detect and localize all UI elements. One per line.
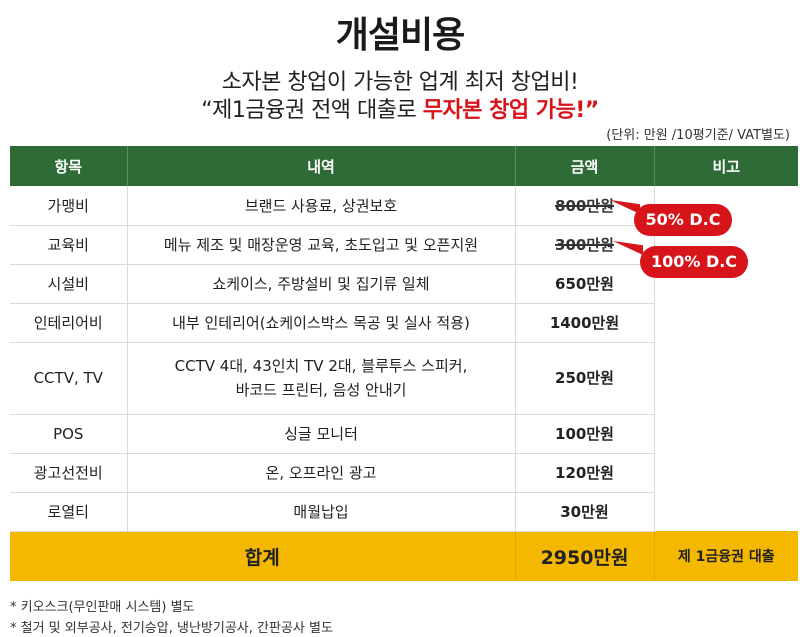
- row-detail: 메뉴 제조 및 매장운영 교육, 초도입고 및 오픈지원: [126, 225, 515, 265]
- row-item: 광고선전비: [10, 453, 127, 493]
- row-detail: 온, 오프라인 광고: [126, 453, 515, 493]
- struck-amount: 800만원: [555, 196, 614, 215]
- table-row: POS 싱글 모니터 100만원: [10, 414, 798, 454]
- row-amount: 100만원: [514, 414, 654, 454]
- row-item: 시설비: [10, 264, 127, 304]
- row-amount: 1400만원: [514, 303, 654, 343]
- row-amount: 30만원: [514, 492, 654, 532]
- header-detail: 내역: [126, 146, 515, 186]
- table-header-row: 항목 내역 금액 비고: [10, 146, 798, 186]
- header-note: 비고: [653, 146, 798, 186]
- row-detail: CCTV 4대, 43인치 TV 2대, 블루투스 스피커, 바코드 프린터, 음…: [126, 342, 515, 415]
- table-row: 광고선전비 온, 오프라인 광고 120만원: [10, 453, 798, 493]
- row-detail-line2: 바코드 프린터, 음성 안내기: [235, 381, 407, 399]
- total-note: 제 1금융권 대출: [653, 531, 798, 581]
- row-item: 가맹비: [10, 186, 127, 226]
- row-item: POS: [10, 414, 127, 454]
- footnote: * 키오스크(무인판매 시스템) 별도: [10, 600, 195, 615]
- row-amount: 650만원: [514, 264, 654, 304]
- footnote: * 철거 및 외부공사, 전기승압, 냉난방기공사, 간판공사 별도: [10, 621, 333, 636]
- table-row: 시설비 쇼케이스, 주방설비 및 집기류 일체 650만원: [10, 264, 798, 304]
- subtitle-line2-prefix: “제1금융권 전액 대출로: [201, 98, 423, 123]
- row-detail: 쇼케이스, 주방설비 및 집기류 일체: [126, 264, 515, 304]
- page-title: 개설비용: [335, 15, 465, 56]
- table-row: CCTV, TV CCTV 4대, 43인치 TV 2대, 블루투스 스피커, 바…: [10, 342, 798, 415]
- table-row: 인테리어비 내부 인테리어(쇼케이스박스 목공 및 실사 적용) 1400만원: [10, 303, 798, 343]
- table-row: 로열티 매월납입 30만원: [10, 492, 798, 532]
- header-amount: 금액: [514, 146, 654, 186]
- row-amount: 250만원: [514, 342, 654, 415]
- subtitle-highlight: 무자본 창업 가능!”: [422, 98, 600, 123]
- total-amount: 2950만원: [514, 531, 654, 581]
- row-note: [653, 186, 798, 531]
- total-label: 합계: [10, 531, 515, 581]
- row-amount: 120만원: [514, 453, 654, 493]
- row-detail-line1: CCTV 4대, 43인치 TV 2대, 블루투스 스피커,: [174, 357, 468, 375]
- total-row: 합계 2950만원 제 1금융권 대출: [10, 531, 798, 581]
- row-item: CCTV, TV: [10, 342, 127, 415]
- row-detail: 싱글 모니터: [126, 414, 515, 454]
- subtitle-line1: 소자본 창업이 가능한 업계 최저 창업비!: [221, 70, 579, 95]
- discount-badge-franchise: 50% D.C: [634, 204, 732, 236]
- struck-amount: 300만원: [555, 236, 614, 254]
- row-detail: 내부 인테리어(쇼케이스박스 목공 및 실사 적용): [126, 303, 515, 343]
- discount-badge-education: 100% D.C: [640, 246, 748, 278]
- header-item: 항목: [10, 146, 127, 186]
- row-item: 교육비: [10, 225, 127, 265]
- unit-note: (단위: 만원 /10평기준/ VAT별도): [606, 128, 790, 143]
- table-row: 가맹비 브랜드 사용료, 상권보호 800만원: [10, 186, 798, 531]
- cost-table: 항목 내역 금액 비고 가맹비 브랜드 사용료, 상권보호 800만원 교육비 …: [10, 146, 798, 581]
- row-item: 로열티: [10, 492, 127, 532]
- subtitle-line2: “제1금융권 전액 대출로 무자본 창업 가능!”: [0, 92, 800, 124]
- row-detail: 매월납입: [126, 492, 515, 532]
- row-detail: 브랜드 사용료, 상권보호: [126, 186, 515, 226]
- row-item: 인테리어비: [10, 303, 127, 343]
